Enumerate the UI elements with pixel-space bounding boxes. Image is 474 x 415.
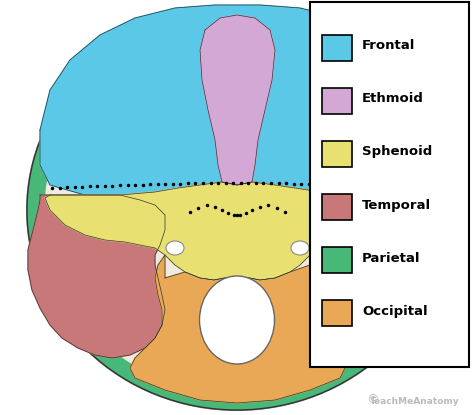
Polygon shape xyxy=(130,255,345,403)
Text: Occipital: Occipital xyxy=(362,305,428,318)
Polygon shape xyxy=(310,195,447,358)
Ellipse shape xyxy=(291,241,309,255)
Bar xyxy=(322,88,352,114)
Text: ©: © xyxy=(366,393,378,406)
Ellipse shape xyxy=(166,241,184,255)
Ellipse shape xyxy=(27,10,447,410)
Bar xyxy=(322,300,352,326)
Polygon shape xyxy=(200,15,275,185)
Polygon shape xyxy=(40,5,428,195)
Text: Sphenoid: Sphenoid xyxy=(362,145,432,159)
Bar xyxy=(310,2,469,367)
Text: Parietal: Parietal xyxy=(362,251,420,265)
Ellipse shape xyxy=(200,276,274,364)
Ellipse shape xyxy=(27,10,447,410)
Text: TeachMeAnatomy: TeachMeAnatomy xyxy=(370,397,460,406)
Polygon shape xyxy=(45,182,420,280)
Text: Ethmoid: Ethmoid xyxy=(362,92,424,105)
Bar xyxy=(322,194,352,220)
Bar xyxy=(322,35,352,61)
Text: Frontal: Frontal xyxy=(362,39,416,52)
Bar xyxy=(322,247,352,273)
Text: Temporal: Temporal xyxy=(362,198,431,212)
Polygon shape xyxy=(28,195,165,358)
Ellipse shape xyxy=(45,26,429,394)
Bar xyxy=(322,141,352,167)
